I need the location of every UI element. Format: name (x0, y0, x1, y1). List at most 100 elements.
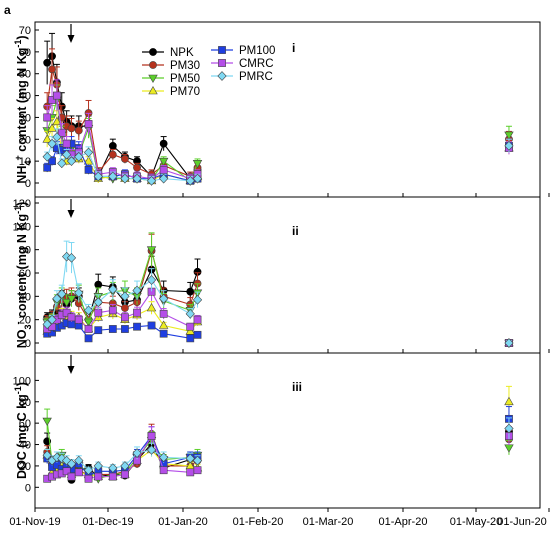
series-pmrc (42, 240, 514, 348)
data-point (504, 338, 514, 348)
y-tick-label: 40 (19, 291, 31, 303)
data-point (120, 461, 130, 471)
panel-iii: 0 20 40 60 80 100 iii DOC (mg C kg-1) (13, 352, 541, 509)
data-point (158, 320, 169, 329)
data-point (74, 126, 83, 135)
arrow-head-icon (67, 210, 75, 218)
series-pm100 (43, 319, 513, 347)
x-tick-label: 01-Nov-19 (9, 516, 60, 528)
data-point (186, 334, 195, 343)
series-cmrc (43, 426, 513, 483)
x-axis: 01-Nov-19 01-Dec-19 01-Jan-20 01-Feb-20 01-M… (9, 193, 550, 528)
data-point (62, 467, 71, 476)
data-point (84, 334, 93, 343)
series-line (46, 69, 198, 178)
x-tick-label: 01-Mar-20 (303, 516, 354, 528)
data-point (146, 175, 157, 186)
data-point (148, 74, 158, 84)
data-point (108, 472, 117, 481)
legend-label: PM30 (170, 60, 200, 72)
data-point (108, 325, 117, 333)
data-point (133, 163, 141, 172)
series-npk (43, 32, 513, 183)
data-point (158, 157, 169, 167)
y-tick-label: 40 (19, 91, 31, 103)
data-point (192, 173, 203, 184)
data-point (42, 151, 52, 162)
data-point (83, 305, 94, 316)
data-point (48, 96, 56, 104)
data-point (94, 326, 103, 335)
series-pmrc (42, 417, 514, 476)
data-point (108, 150, 117, 159)
data-point (504, 396, 514, 406)
data-point (159, 466, 168, 475)
data-point (42, 450, 52, 461)
data-point (57, 158, 67, 169)
y-tick-label: 20 (19, 315, 31, 327)
data-point (121, 313, 129, 322)
arrow-head-icon (67, 35, 75, 43)
y-tick-label: 100 (13, 221, 31, 233)
x-tick-label: 01-Dec-19 (82, 516, 133, 528)
y-tick-label: 0 (25, 178, 31, 190)
data-point (83, 318, 94, 328)
legend-item-pm70: PM70 (142, 85, 200, 98)
data-point (42, 417, 52, 427)
data-point (43, 163, 52, 172)
data-point (185, 326, 195, 335)
data-point (47, 314, 57, 325)
data-point (133, 308, 141, 317)
data-point (62, 139, 71, 148)
data-point (504, 444, 514, 453)
data-point (84, 325, 93, 333)
data-point (186, 287, 195, 296)
x-tick-label: 01-May-20 (450, 516, 503, 528)
data-point (504, 131, 514, 140)
data-point (121, 155, 129, 163)
data-point (62, 308, 71, 317)
y-axis-title: DOC (mg C kg-1) (13, 382, 29, 479)
data-point (159, 139, 168, 148)
legend-item-pmrc: PMRC (211, 71, 273, 83)
data-point (133, 322, 141, 331)
data-point (159, 452, 169, 463)
data-point (74, 455, 84, 466)
data-point (48, 157, 56, 166)
y-tick-label: 20 (19, 461, 31, 473)
data-point (108, 141, 117, 150)
panel-i: 0 10 20 30 40 50 60 70 i NH4+ content (mg N Kg-1) (13, 21, 541, 198)
data-point (84, 165, 93, 174)
data-point (121, 304, 129, 312)
data-point (193, 466, 202, 475)
data-point (93, 297, 103, 308)
data-point (62, 149, 72, 160)
panel-ii: 0 20 40 60 80 100 120 ii NO3- content (mg N Kg-1… (13, 196, 541, 354)
data-point (67, 313, 76, 322)
data-point (67, 472, 76, 481)
data-point (42, 134, 52, 143)
panel-frame (34, 352, 541, 509)
figure-label: a (4, 3, 11, 17)
series-pmrc (42, 128, 514, 186)
data-point (149, 61, 157, 69)
data-point (42, 319, 52, 330)
data-point (159, 173, 169, 184)
panel-label: i (292, 41, 295, 55)
legend-label: PM70 (170, 86, 200, 98)
y-tick-label: 120 (13, 198, 31, 210)
data-point (57, 289, 67, 299)
legend-item-npk: NPK (142, 47, 194, 59)
legend-item-cmrc: CMRC (211, 58, 274, 70)
data-point (504, 423, 514, 434)
data-point (48, 65, 56, 74)
x-tick-label: 01-Jun-20 (497, 516, 547, 528)
data-point (94, 308, 103, 317)
panels-layer: 0 10 20 30 40 50 60 70 i NH4+ content (mg N Kg-1)… (9, 21, 550, 528)
data-point (43, 58, 52, 67)
data-point (93, 171, 103, 182)
series-cmrc (43, 79, 513, 183)
data-point (147, 432, 156, 440)
data-point (74, 315, 83, 324)
